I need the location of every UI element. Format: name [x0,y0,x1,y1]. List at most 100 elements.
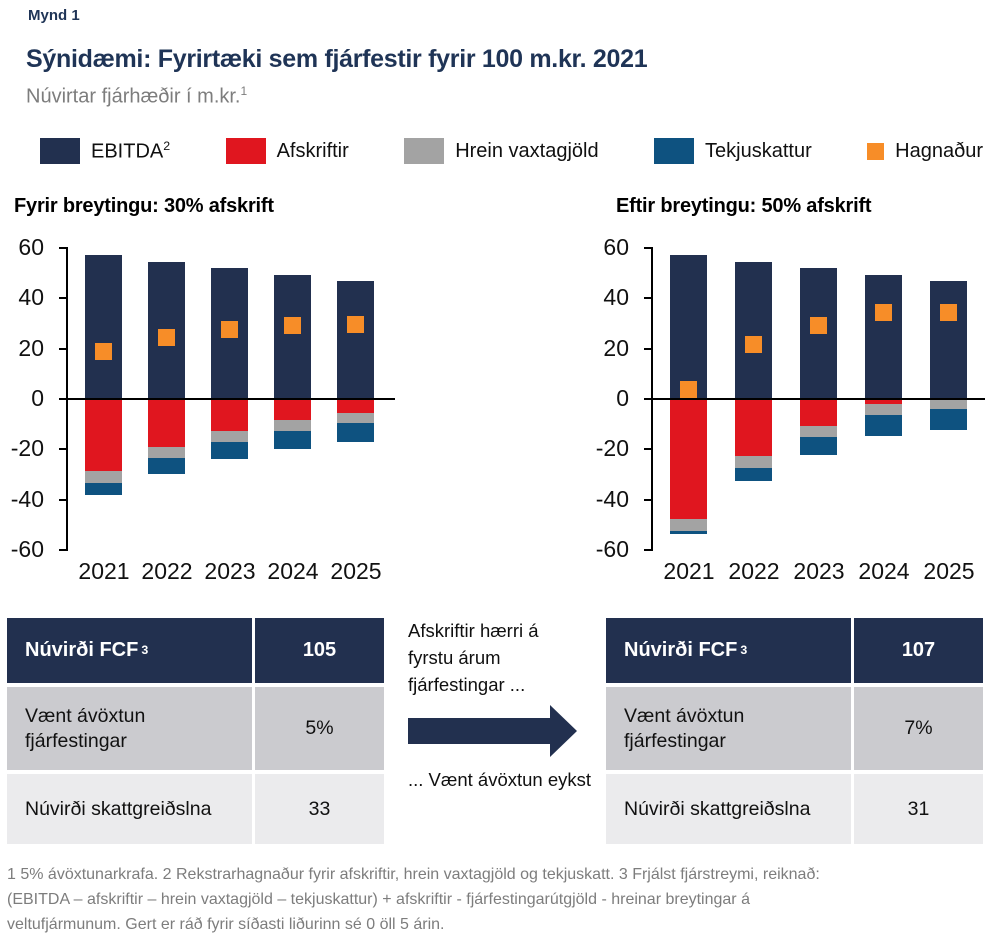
legend-label: Hagnaður [895,139,983,162]
legend-label: Tekjuskattur [705,139,812,162]
table-row: Vænt ávöxtun fjárfestingar 5% [7,687,384,770]
zero-line [653,398,985,400]
y-tick [59,448,66,451]
bar-segment-gray [930,399,967,409]
bar-segment-navy [274,274,311,399]
x-axis-label: 2025 [330,558,382,584]
table-header-row: Núvirði FCF 3 107 [606,618,983,683]
afskriftir-swatch-icon [225,138,266,164]
x-axis-label: 2024 [858,558,910,584]
chart-title-before: Fyrir breytingu: 30% afskrift [14,195,274,217]
zero-line [68,398,395,400]
x-axis-label: 2021 [78,558,130,584]
chart-legend: EBITDA2 Afskriftir Hrein vaxtagjöld Tekj… [40,138,983,164]
y-tick [59,297,66,300]
footnote-line: (EBITDA – afskriftir – hrein vaxtagjöld … [7,891,750,908]
legend-label: Hrein vaxtagjöld [455,139,599,162]
table-header-label: Núvirði FCF [624,639,738,661]
y-tick-label: 0 [616,385,629,411]
profit-marker [680,381,697,399]
tax-pv-value: 31 [854,774,983,844]
bar-segment-navy [930,280,967,399]
bar-segment-gray [670,518,707,532]
bar-segment-gray [800,426,837,438]
table-header-row: Núvirði FCF 3 105 [7,618,384,683]
y-axis [651,246,653,552]
bar-segment-navy [85,255,122,399]
subtitle: Núvirtar fjárhæðir í m.kr.1 [26,84,247,109]
y-tick [644,398,651,400]
y-tick-label: -60 [10,536,44,563]
x-axis-label: 2022 [728,558,780,584]
bar-segment-red [735,399,772,457]
y-tick-label: 20 [603,334,629,361]
y-tick-label: 40 [603,284,629,311]
x-axis-label: 2021 [663,558,715,584]
footnote: 1 5% ávöxtunarkrafa. 2 Rekstrarhagnaður … [7,862,979,937]
bar-segment-blue [930,408,967,431]
bar-segment-blue [670,531,707,534]
y-tick-label: 60 [18,233,44,260]
profit-marker [745,336,762,354]
bar-segment-blue [148,458,185,474]
row-label: Vænt ávöxtun fjárfestingar [7,687,252,770]
bar-segment-red [670,399,707,519]
fcf-value: 105 [255,618,384,683]
row-label: Vænt ávöxtun fjárfestingar [606,687,851,770]
bar-segment-red [85,399,122,472]
tax-pv-value: 33 [255,774,384,844]
profit-marker [95,343,112,361]
bar-segment-navy [735,261,772,399]
profit-marker [810,316,827,334]
ebitda-swatch-icon [40,138,80,164]
bar-segment-gray [211,431,248,442]
bar-segment-blue [274,430,311,450]
profit-marker [221,320,238,338]
y-tick-label: -20 [595,435,629,462]
bar-segment-navy [865,274,902,399]
y-tick-label: -20 [10,435,44,462]
y-tick [59,498,66,501]
bar-segment-gray [865,404,902,415]
y-tick [59,549,66,552]
table-footnote-ref: 3 [141,642,149,657]
bar-segment-gray [274,420,311,431]
footnote-line: veltufjármunum. Gert er ráð fyrir síðast… [7,916,445,933]
x-axis-label: 2024 [267,558,319,584]
summary-table-after: Núvirði FCF 3 107 Vænt ávöxtun fjárfestin… [606,618,983,844]
legend-label: EBITDA [91,140,164,163]
row-label: Núvirði skattgreiðslna [606,774,851,844]
expected-return-value: 5% [255,687,384,770]
tekjuskattur-swatch-icon [654,138,695,164]
y-tick [644,498,651,501]
hagnadur-swatch-icon [867,142,885,160]
bar-segment-navy [148,261,185,399]
bar-segment-blue [337,422,374,442]
subtitle-footnote-ref: 1 [240,84,248,98]
fcf-value: 107 [854,618,983,683]
y-tick-label: 20 [18,334,44,361]
bar-segment-navy [800,268,837,399]
bar-segment-blue [865,414,902,437]
y-tick-label: 60 [603,233,629,260]
profit-marker [940,304,957,322]
table-row: Núvirði skattgreiðslna 33 [7,774,384,844]
y-tick-label: 0 [31,385,44,411]
legend-item-hagnadur: Hagnaður [867,140,983,163]
bar-segment-red [274,399,311,421]
legend-item-hrein-vaxtagjold: Hrein vaxtagjöld [404,138,599,164]
bar-segment-gray [337,413,374,423]
y-tick [59,246,66,249]
legend-item-afskriftir: Afskriftir [225,138,349,164]
y-tick [59,398,66,400]
annotation-bottom: ... Vænt ávöxtun eykst [408,769,592,790]
table-row: Vænt ávöxtun fjárfestingar 7% [606,687,983,770]
y-tick [644,549,651,552]
legend-footnote-ref: 2 [163,138,171,153]
footnote-line: 1 5% ávöxtunarkrafa. 2 Rekstrarhagnaður … [7,866,820,883]
expected-return-value: 7% [854,687,983,770]
table-row: Núvirði skattgreiðslna 31 [606,774,983,844]
bar-segment-blue [735,467,772,482]
bar-segment-red [800,399,837,427]
y-tick-label: 40 [18,284,44,311]
